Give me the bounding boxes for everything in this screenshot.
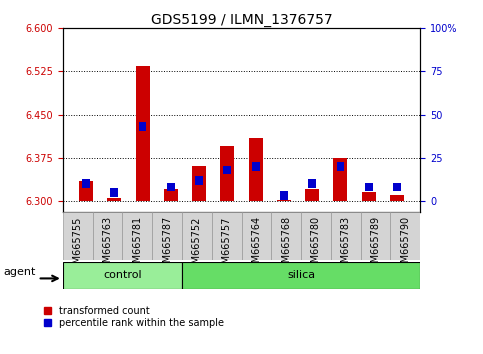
- FancyBboxPatch shape: [152, 212, 182, 260]
- FancyBboxPatch shape: [271, 212, 301, 260]
- Bar: [220, 146, 234, 201]
- Bar: [79, 181, 93, 201]
- Bar: [252, 162, 259, 171]
- Bar: [337, 162, 344, 171]
- Bar: [192, 166, 206, 201]
- Text: GSM665752: GSM665752: [192, 216, 202, 276]
- Bar: [224, 166, 231, 174]
- FancyBboxPatch shape: [331, 212, 361, 260]
- Text: GSM665764: GSM665764: [251, 216, 261, 275]
- Bar: [249, 138, 263, 201]
- FancyBboxPatch shape: [63, 262, 182, 289]
- Text: GSM665789: GSM665789: [370, 216, 381, 275]
- Bar: [365, 183, 372, 192]
- Bar: [280, 192, 288, 200]
- FancyBboxPatch shape: [122, 212, 152, 260]
- FancyBboxPatch shape: [242, 212, 271, 260]
- Bar: [107, 198, 121, 201]
- Text: GSM665763: GSM665763: [102, 216, 113, 275]
- FancyBboxPatch shape: [361, 212, 390, 260]
- Text: GSM665787: GSM665787: [162, 216, 172, 275]
- Text: GSM665790: GSM665790: [400, 216, 411, 275]
- Text: GSM665783: GSM665783: [341, 216, 351, 275]
- Text: GSM665768: GSM665768: [281, 216, 291, 275]
- FancyBboxPatch shape: [301, 212, 331, 260]
- Bar: [136, 66, 150, 201]
- FancyBboxPatch shape: [63, 212, 93, 260]
- Bar: [167, 183, 175, 192]
- Text: silica: silica: [287, 270, 315, 280]
- Bar: [139, 122, 146, 131]
- Bar: [305, 189, 319, 201]
- Text: GSM665780: GSM665780: [311, 216, 321, 275]
- Bar: [82, 179, 90, 188]
- Bar: [277, 200, 291, 201]
- Bar: [362, 192, 376, 201]
- FancyBboxPatch shape: [93, 212, 122, 260]
- Text: GSM665757: GSM665757: [222, 216, 232, 276]
- Title: GDS5199 / ILMN_1376757: GDS5199 / ILMN_1376757: [151, 13, 332, 27]
- Bar: [164, 189, 178, 201]
- FancyBboxPatch shape: [212, 212, 242, 260]
- Text: agent: agent: [3, 267, 36, 277]
- FancyBboxPatch shape: [182, 212, 212, 260]
- Text: GSM665755: GSM665755: [72, 216, 83, 276]
- FancyBboxPatch shape: [390, 212, 420, 260]
- Bar: [308, 179, 316, 188]
- Text: control: control: [103, 270, 142, 280]
- Bar: [111, 188, 118, 196]
- Bar: [195, 176, 203, 184]
- Bar: [393, 183, 401, 192]
- Bar: [333, 158, 347, 201]
- Bar: [390, 195, 404, 201]
- Legend: transformed count, percentile rank within the sample: transformed count, percentile rank withi…: [43, 306, 224, 328]
- FancyBboxPatch shape: [182, 262, 420, 289]
- Text: GSM665781: GSM665781: [132, 216, 142, 275]
